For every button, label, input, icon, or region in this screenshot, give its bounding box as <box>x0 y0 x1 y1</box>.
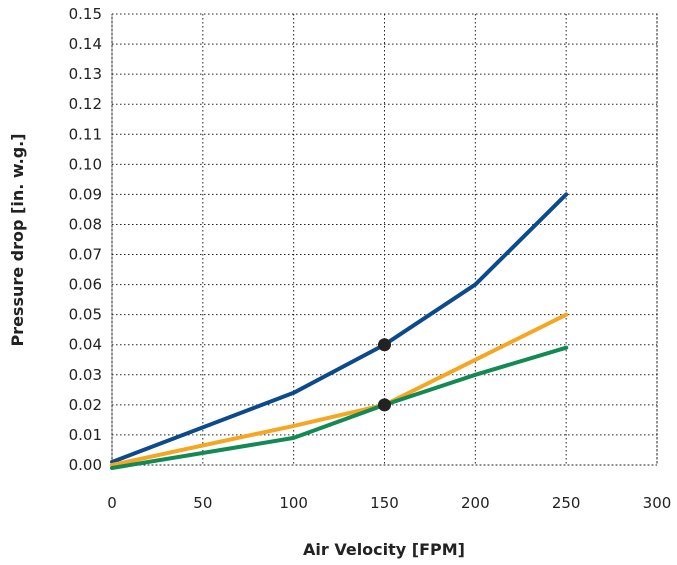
grid <box>111 13 658 466</box>
x-axis-label: Air Velocity [FPM] <box>303 540 465 559</box>
x-tick-label: 50 <box>193 494 212 512</box>
y-tick-label: 0.01 <box>69 426 102 444</box>
y-axis-ticks: 0.00 0.01 0.02 0.03 0.04 0.05 0.06 0.07 0.08 0.09… <box>69 5 102 474</box>
y-tick-label: 0.15 <box>69 5 102 23</box>
x-tick-label: 200 <box>461 494 490 512</box>
data-point-marker <box>378 338 391 352</box>
y-tick-label: 0.13 <box>69 65 102 83</box>
y-tick-label: 0.06 <box>69 276 102 294</box>
x-tick-label: 150 <box>370 494 399 512</box>
y-axis-label: Pressure drop [in. w.g.] <box>8 133 27 346</box>
y-tick-label: 0.04 <box>69 336 102 354</box>
y-tick-label: 0.14 <box>69 35 102 53</box>
x-tick-label: 100 <box>279 494 308 512</box>
marker-layer <box>378 338 391 412</box>
series-line-2 <box>110 312 569 467</box>
x-tick-label: 0 <box>107 494 117 512</box>
x-tick-label: 300 <box>643 494 672 512</box>
series-layer <box>110 192 569 470</box>
y-tick-label: 0.00 <box>69 456 102 474</box>
x-tick-label: 250 <box>552 494 581 512</box>
y-tick-label: 0.09 <box>69 185 102 203</box>
y-tick-label: 0.12 <box>69 95 102 113</box>
y-tick-label: 0.11 <box>69 125 102 143</box>
data-point-marker <box>378 398 391 412</box>
y-tick-label: 0.08 <box>69 215 102 233</box>
y-tick-label: 0.03 <box>69 366 102 384</box>
y-tick-label: 0.05 <box>69 306 102 324</box>
y-tick-label: 0.10 <box>69 155 102 173</box>
y-tick-label: 0.02 <box>69 396 102 414</box>
y-tick-label: 0.07 <box>69 246 102 264</box>
x-axis-ticks: 0 50 100 150 200 250 300 <box>107 494 671 512</box>
